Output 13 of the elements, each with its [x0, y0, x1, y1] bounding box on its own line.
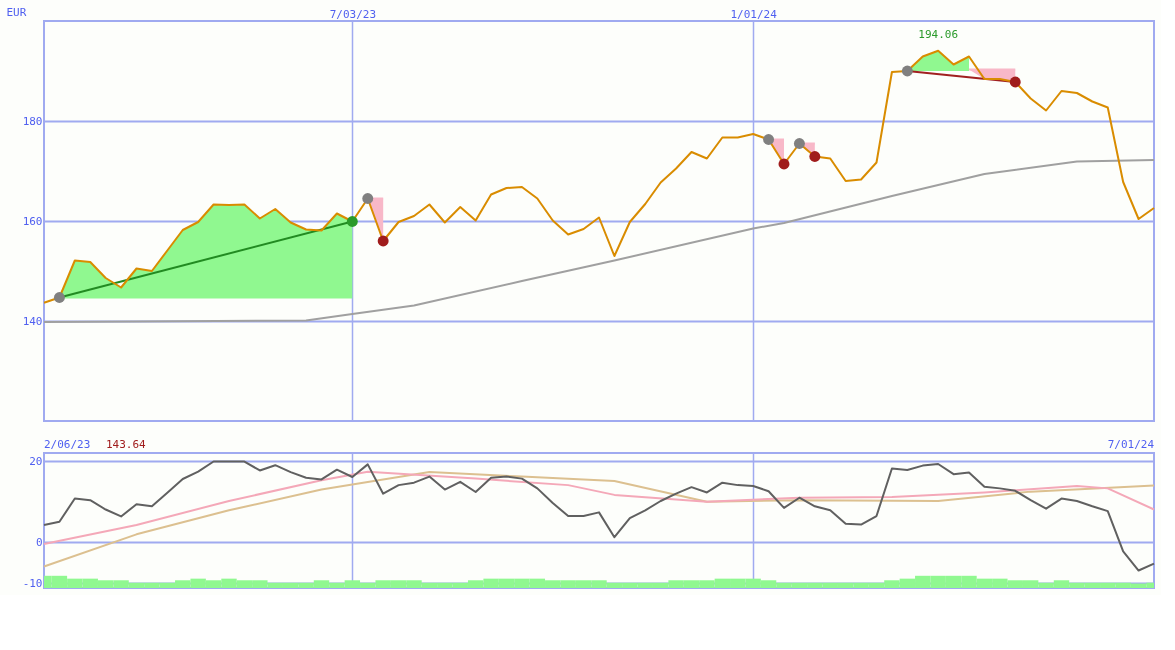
text: 143.64 — [106, 438, 147, 451]
y-tick-label: 0 — [35, 535, 43, 549]
x-tick-label: 1/01/24 — [730, 7, 778, 21]
y-axis-title: EUR — [6, 5, 27, 19]
x-tick-label: 7/03/23 — [329, 7, 377, 21]
annotation: 194.06 — [918, 27, 959, 41]
y-tick-label: 140 — [22, 314, 43, 328]
text: 2/06/23 — [44, 438, 91, 451]
text: 7/01/24 — [1107, 438, 1155, 451]
y-tick-label: 160 — [22, 214, 43, 228]
y-tick-label: 20 — [29, 454, 43, 468]
y-tick-label: 180 — [22, 114, 43, 128]
y-tick-label: -10 — [22, 576, 43, 590]
